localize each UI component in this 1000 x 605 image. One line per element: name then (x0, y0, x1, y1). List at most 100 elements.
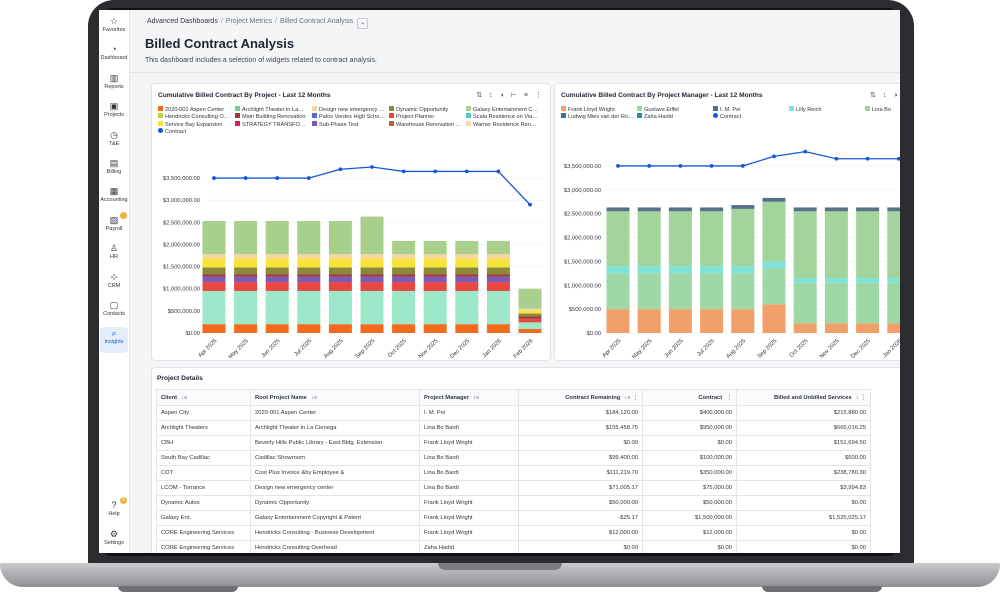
bar-segment[interactable] (518, 329, 542, 333)
bar-segment[interactable] (234, 254, 258, 259)
table-row[interactable]: LCOM - Torrance Design new emergency cent… (156, 480, 871, 496)
bar-segment[interactable] (423, 324, 447, 333)
bar-segment[interactable] (887, 207, 900, 212)
bar-segment[interactable] (455, 254, 479, 259)
bar-segment[interactable] (793, 323, 817, 333)
bar-segment[interactable] (265, 290, 289, 325)
chart-tool-icon[interactable]: ⊢ (510, 92, 517, 99)
bar-segment[interactable] (202, 290, 226, 325)
bar-segment[interactable] (265, 276, 289, 283)
bar-segment[interactable] (392, 240, 416, 255)
bar-segment[interactable] (762, 304, 786, 333)
chart-tool-icon[interactable]: ↕ (882, 92, 887, 99)
sidebar-item-crm[interactable]: ⊹ CRM (100, 271, 128, 297)
bar-segment[interactable] (202, 258, 226, 268)
column-header-contract-remaining[interactable]: Contract Remaining ↓≡ ⋮ (518, 389, 643, 406)
sidebar-item-projects[interactable]: ▣ Projects (100, 100, 128, 126)
legend-item[interactable]: Lilly Reich (789, 106, 822, 114)
bar-segment[interactable] (518, 313, 542, 317)
contract-point[interactable] (678, 164, 683, 168)
bar-segment[interactable] (518, 308, 542, 311)
bar-segment[interactable] (360, 216, 384, 255)
bar-segment[interactable] (606, 211, 630, 267)
bar-segment[interactable] (328, 324, 352, 333)
bar-segment[interactable] (731, 309, 755, 333)
bar-segment[interactable] (202, 254, 226, 259)
column-header-billed-and-unbilled-services[interactable]: Billed and Unbilled Services ↕ ⋮ (736, 389, 871, 406)
bar-segment[interactable] (328, 254, 352, 259)
legend-item[interactable]: Project Planner (389, 113, 434, 121)
table-row[interactable]: CBH Beverly Hills Public Library - East B… (156, 435, 871, 451)
contract-point[interactable] (709, 164, 714, 168)
contract-point[interactable] (401, 169, 406, 174)
bar-segment[interactable] (887, 323, 900, 333)
bar-segment[interactable] (392, 267, 416, 275)
legend-item[interactable]: Zaha Hadid (637, 113, 673, 121)
bar-segment[interactable] (360, 274, 384, 277)
bar-segment[interactable] (423, 267, 447, 275)
bar-segment[interactable] (455, 290, 479, 325)
contract-point[interactable] (275, 176, 280, 180)
bar-segment[interactable] (423, 282, 447, 291)
bar-segment[interactable] (793, 282, 817, 324)
bar-segment[interactable] (700, 207, 724, 212)
legend-item[interactable]: Main Building Renovation (235, 113, 305, 121)
bar-segment[interactable] (700, 211, 724, 267)
bar-segment[interactable] (202, 221, 226, 255)
contract-point[interactable] (496, 169, 501, 174)
bar-segment[interactable] (824, 323, 848, 333)
bar-segment[interactable] (668, 207, 692, 212)
contract-point[interactable] (896, 156, 900, 161)
bar-segment[interactable] (486, 276, 510, 283)
bar-segment[interactable] (423, 254, 447, 259)
bar-segment[interactable] (297, 267, 321, 275)
table-row[interactable]: COT Cost Plus Invoice &by Employee & Lina … (156, 465, 871, 481)
bar-segment[interactable] (297, 258, 321, 268)
bar-segment[interactable] (392, 258, 416, 268)
contract-point[interactable] (865, 156, 870, 161)
contract-point[interactable] (772, 154, 776, 159)
sidebar-item-billing[interactable]: ▤ Billing (100, 157, 128, 183)
bar-segment[interactable] (423, 290, 447, 325)
legend-item[interactable]: Service Bay Expansion (158, 120, 223, 129)
bar-segment[interactable] (202, 276, 226, 283)
bar-segment[interactable] (360, 324, 384, 333)
bar-segment[interactable] (887, 282, 900, 324)
bar-segment[interactable] (518, 322, 542, 330)
bar-segment[interactable] (360, 290, 384, 325)
contract-point[interactable] (212, 176, 216, 180)
bar-segment[interactable] (265, 258, 289, 268)
bar-segment[interactable] (423, 274, 447, 277)
bar-segment[interactable] (265, 221, 289, 255)
bar-segment[interactable] (328, 258, 352, 268)
contract-point[interactable] (740, 164, 745, 168)
table-row[interactable]: Dynamic Autos Dynamic Opportunity Frank Ll… (156, 495, 871, 511)
column-header-client[interactable]: Client ↓≡ (156, 389, 251, 406)
chart-tool-icon[interactable]: ↕ (489, 92, 493, 99)
bar-segment[interactable] (606, 273, 630, 310)
legend-item[interactable]: Gustave Eiffel (637, 106, 679, 114)
bar-segment[interactable] (856, 282, 880, 324)
bar-segment[interactable] (637, 266, 661, 274)
sidebar-item-reports[interactable]: ▥ Reports (100, 72, 128, 98)
chart-tool-icon[interactable]: ◑ (893, 92, 898, 99)
bar-segment[interactable] (887, 211, 900, 279)
bar-segment[interactable] (486, 240, 510, 255)
sidebar-item-accounting[interactable]: ▦ Accounting (100, 185, 128, 211)
bar-segment[interactable] (762, 268, 786, 305)
bar-segment[interactable] (328, 274, 352, 277)
contract-point[interactable] (647, 164, 652, 168)
legend-item[interactable]: Archlight Theater in La… (235, 106, 304, 114)
sort-icon[interactable]: ↕ ⋮ (855, 394, 866, 401)
bar-segment[interactable] (762, 261, 786, 269)
bar-segment[interactable] (265, 282, 289, 291)
bar-segment[interactable] (824, 278, 848, 283)
bar-segment[interactable] (234, 274, 258, 277)
bar-segment[interactable] (824, 282, 848, 324)
bar-segment[interactable] (486, 282, 510, 291)
bar-segment[interactable] (637, 211, 661, 267)
bar-segment[interactable] (328, 221, 352, 255)
bar-segment[interactable] (455, 274, 479, 277)
bar-segment[interactable] (423, 276, 447, 283)
bar-segment[interactable] (455, 276, 479, 283)
